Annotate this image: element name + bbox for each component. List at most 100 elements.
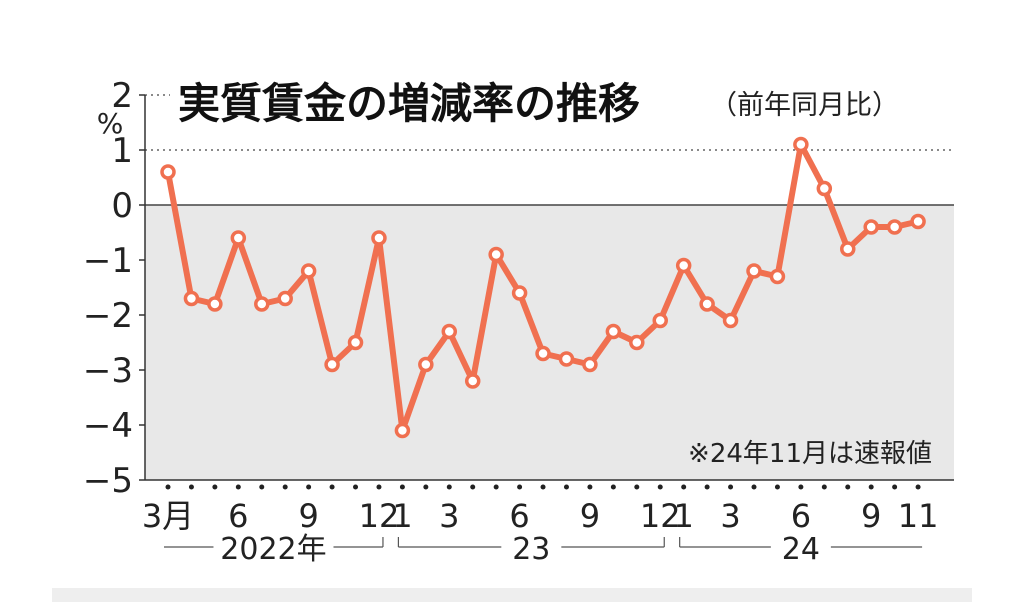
x-tick-label: 9 (580, 497, 600, 535)
data-point (793, 136, 809, 153)
data-point (769, 268, 786, 285)
x-tick-label: 3 (439, 497, 459, 535)
x-month-dot (563, 484, 569, 490)
x-tick-label: 3 (720, 497, 740, 535)
data-point (886, 219, 903, 235)
y-tick-label: −2 (83, 296, 133, 336)
data-point (746, 263, 762, 279)
x-tick-label: 6 (509, 497, 529, 535)
x-month-dot (399, 484, 405, 490)
y-unit-label: % (97, 107, 124, 140)
x-tick-label: 6 (228, 497, 248, 535)
data-point (511, 285, 528, 301)
data-point (535, 345, 551, 362)
data-point (863, 219, 879, 235)
data-point (722, 312, 739, 329)
data-point (230, 230, 247, 246)
year-label-backdrop (213, 535, 334, 561)
year-label-backdrop (501, 535, 562, 561)
data-point (160, 164, 176, 180)
year-label: 24 (782, 532, 820, 567)
x-month-dot (634, 484, 640, 490)
x-month-dot (915, 484, 921, 490)
title-backdrop (170, 68, 950, 130)
x-month-dot (540, 484, 546, 490)
bottom-strip (52, 588, 972, 602)
data-point (699, 296, 715, 312)
x-month-dot (329, 484, 335, 490)
x-month-dot (821, 484, 827, 490)
data-point (464, 373, 481, 389)
data-point (183, 290, 200, 307)
data-point (840, 241, 856, 257)
y-tick-label: −5 (83, 461, 133, 501)
x-tick-label: 6 (791, 497, 811, 535)
data-point (558, 351, 575, 367)
y-tick-label: −3 (83, 351, 133, 391)
data-point (347, 334, 364, 351)
x-axis: 3月 6 9 121 3 6 9 121 3 6 9 11 (142, 479, 954, 535)
chart-title: 実質賃金の増減率の推移 (178, 79, 640, 128)
y-tick-label: −1 (83, 241, 133, 281)
data-point (582, 356, 598, 373)
data-point (675, 257, 692, 274)
y-tick-label: 0 (111, 186, 133, 226)
x-month-dot (259, 484, 265, 490)
chart-subtitle: （前年同月比） (710, 90, 899, 121)
data-point (371, 230, 387, 246)
data-point (277, 290, 293, 307)
x-tick-label: 3月 (142, 497, 194, 535)
y-tick-label: 2 (111, 76, 133, 116)
x-tick-label: 12 (359, 497, 400, 535)
x-month-dot (423, 484, 429, 490)
year-brackets: 2022年 23 24 (164, 532, 923, 567)
x-tick-label: 1 (674, 497, 694, 535)
x-month-dot (282, 484, 288, 490)
x-month-dot (892, 484, 898, 490)
data-point (441, 323, 458, 340)
x-month-dot (165, 484, 171, 490)
x-tick-label: 11 (898, 497, 939, 535)
data-point (910, 213, 926, 230)
x-month-dot (774, 484, 780, 490)
data-point (254, 296, 270, 312)
data-point (418, 356, 434, 373)
x-month-dot (845, 484, 851, 490)
year-label: 23 (512, 532, 550, 567)
note-text: ※24年11月は速報値 (688, 439, 932, 469)
x-tick-label: 9 (861, 497, 881, 535)
x-month-dot (470, 484, 476, 490)
data-point (488, 246, 504, 263)
data-point (629, 334, 645, 351)
x-month-dot (446, 484, 452, 490)
x-month-dot (868, 484, 874, 490)
x-month-dot (704, 484, 710, 490)
year-label-backdrop (770, 535, 831, 561)
x-month-dot (610, 484, 616, 490)
y-tick-label: −4 (83, 406, 133, 446)
x-month-dot (657, 484, 663, 490)
data-point (324, 356, 340, 373)
x-month-dot (188, 484, 194, 490)
x-month-dot (517, 484, 523, 490)
series-layer (160, 136, 926, 439)
x-tick-label: 12 (640, 497, 681, 535)
x-tick-label: 9 (298, 497, 318, 535)
x-month-dot (212, 484, 218, 490)
y-tick-label: 1 (111, 131, 133, 171)
title-block: 実質賃金の増減率の推移 （前年同月比） (170, 68, 950, 130)
x-month-dot (235, 484, 241, 490)
data-point (207, 296, 223, 312)
data-point (394, 422, 411, 439)
x-month-dot (306, 484, 312, 490)
x-month-dot (728, 484, 734, 490)
year-label: 2022年 (220, 532, 326, 567)
data-point (605, 323, 622, 340)
x-tick-label: 1 (392, 497, 412, 535)
data-point (816, 180, 833, 197)
x-month-dot (681, 484, 687, 490)
x-month-dot (353, 484, 359, 490)
x-month-dot (587, 484, 593, 490)
x-month-dot (798, 484, 804, 490)
